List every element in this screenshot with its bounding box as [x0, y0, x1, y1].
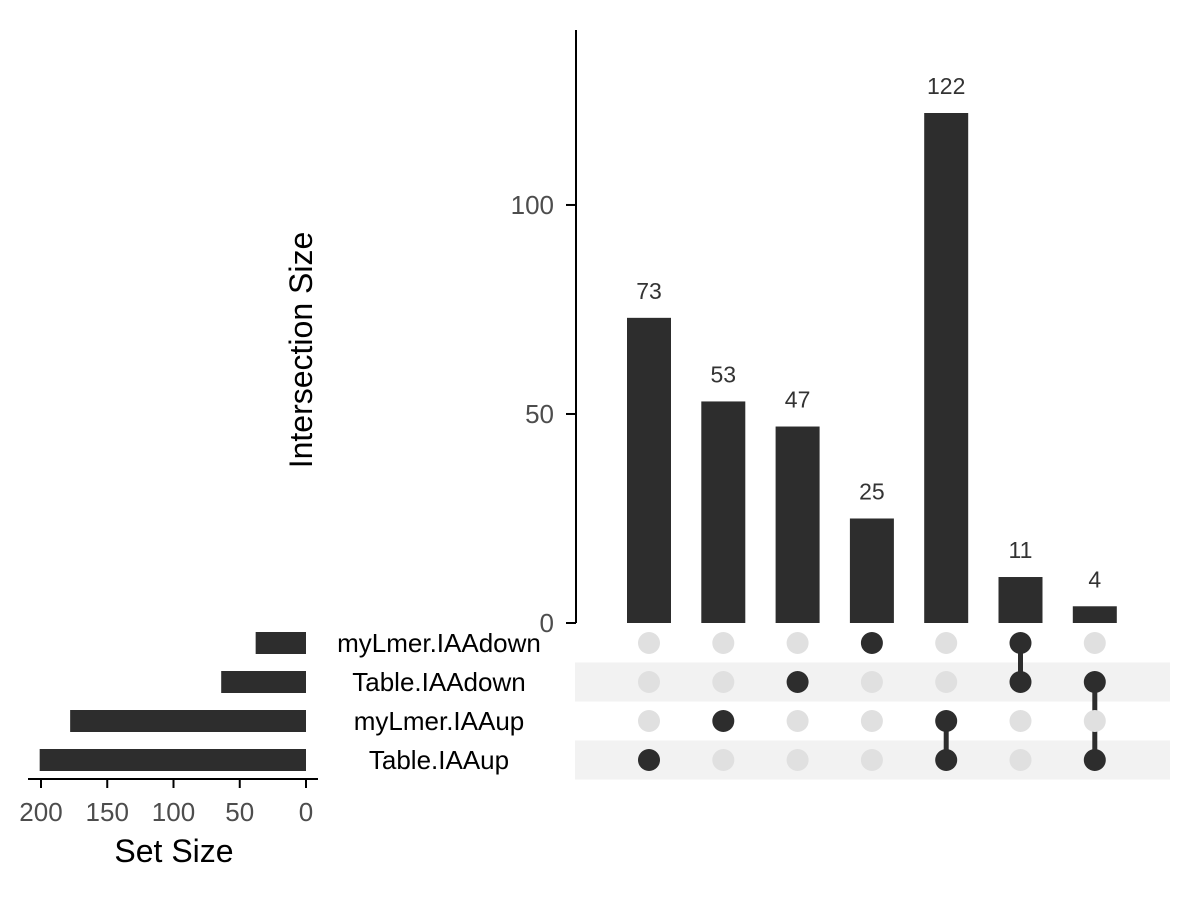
set-size-bar [255, 632, 306, 654]
matrix-dot-inactive [786, 710, 809, 732]
set-name-label: Table.IAAdown [352, 667, 525, 697]
intersection-bar [1072, 606, 1117, 623]
matrix-dot-inactive [860, 710, 883, 732]
intersection-axis-tick-label: 100 [511, 190, 554, 220]
matrix-dot-active [1009, 632, 1032, 654]
intersection-bar-label: 11 [1009, 537, 1033, 563]
matrix-dot-inactive [638, 671, 660, 693]
matrix-dot-inactive [712, 749, 735, 771]
matrix-dot-inactive [860, 671, 883, 693]
intersection-bar-label: 122 [927, 73, 965, 99]
set-size-axis-tick-label: 50 [225, 797, 254, 827]
intersection-bar [627, 317, 671, 623]
set-size-bar [70, 710, 307, 732]
matrix-dot-active [1083, 749, 1106, 771]
intersection-bars: 73 53 47 25 122 11 4 [627, 73, 1117, 623]
matrix-dot-inactive [786, 632, 809, 654]
matrix-dot-active [712, 710, 735, 732]
intersection-bar [701, 401, 746, 623]
matrix-dot-inactive [712, 671, 735, 693]
set-size-title: Set Size [114, 833, 233, 869]
intersection-bar-label: 4 [1088, 566, 1101, 592]
set-name-label: Table.IAAup [369, 745, 509, 775]
membership-matrix [638, 632, 1106, 771]
matrix-dot-inactive [1009, 749, 1032, 771]
intersection-axis-tick-label: 0 [540, 608, 554, 638]
matrix-dot-inactive [1009, 710, 1032, 732]
intersection-bar [924, 113, 969, 623]
intersection-bar-label: 53 [711, 361, 737, 387]
matrix-dot-active [1083, 671, 1106, 693]
matrix-dot-active [786, 671, 809, 693]
intersection-bar-label: 73 [636, 278, 662, 304]
intersection-bar [998, 577, 1043, 623]
matrix-dot-active [638, 749, 660, 771]
set-size-bars [39, 632, 307, 771]
matrix-dot-active [860, 632, 883, 654]
intersection-size-axis: 0 50 100 [511, 30, 577, 638]
intersection-bar [775, 426, 820, 623]
matrix-dot-inactive [638, 632, 660, 654]
set-name-label: myLmer.IAAup [354, 706, 525, 736]
set-names: myLmer.IAAdown Table.IAAdown myLmer.IAAup T… [337, 628, 541, 775]
set-size-bar [39, 749, 307, 771]
matrix-dot-active [1009, 671, 1032, 693]
intersection-size-title: Intersection Size [283, 232, 319, 469]
matrix-dot-inactive [786, 749, 809, 771]
matrix-dot-active [935, 710, 958, 732]
set-size-bar [221, 671, 306, 693]
matrix-dot-inactive [712, 632, 735, 654]
matrix-dot-inactive [638, 710, 660, 732]
set-size-axis-tick-label: 100 [152, 797, 195, 827]
matrix-dot-inactive [1083, 632, 1106, 654]
matrix-dot-active [935, 749, 958, 771]
intersection-bar-label: 47 [785, 387, 811, 413]
matrix-dot-inactive [860, 749, 883, 771]
matrix-dot-inactive [935, 632, 958, 654]
intersection-bar-label: 25 [859, 478, 885, 504]
matrix-dot-inactive [1083, 710, 1106, 732]
set-size-axis-tick-label: 150 [86, 797, 129, 827]
intersection-axis-tick-label: 50 [525, 399, 554, 429]
set-name-label: myLmer.IAAdown [337, 628, 541, 658]
set-size-axis-tick-label: 0 [299, 797, 313, 827]
matrix-dot-inactive [935, 671, 958, 693]
set-size-axis-tick-label: 200 [19, 797, 62, 827]
intersection-bar [849, 518, 894, 623]
set-size-axis: 200 150 100 50 0 [19, 778, 318, 827]
